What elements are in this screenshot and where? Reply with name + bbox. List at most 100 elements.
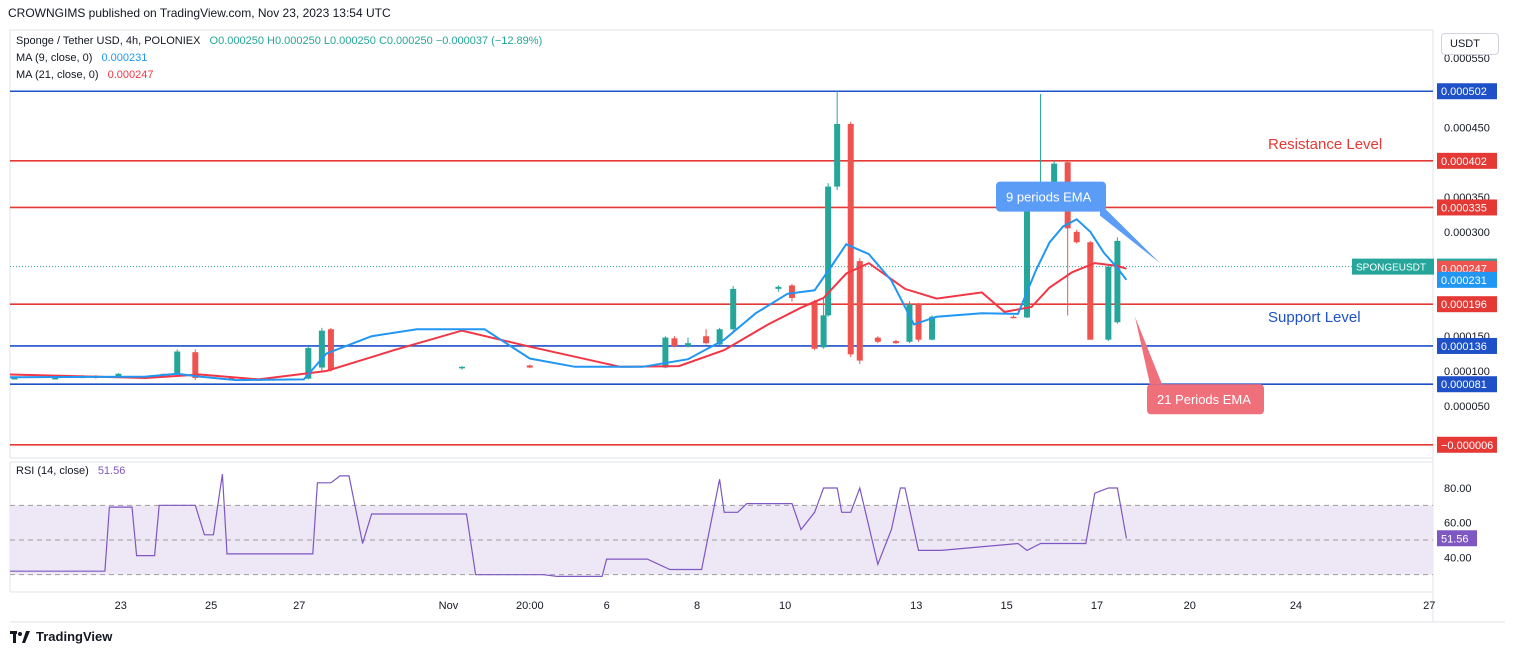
candle	[1010, 315, 1017, 319]
time-tick-label: 20	[1184, 600, 1196, 612]
rsi-legend-value: 51.56	[97, 465, 126, 477]
time-tick-label: 20:00	[516, 600, 544, 612]
level-tag: 0.000196	[1441, 299, 1487, 311]
tradingview-logo[interactable]: TradingView	[10, 629, 112, 644]
price-tick-label: 0.000300	[1444, 227, 1490, 239]
support-label: Support Level	[1268, 309, 1361, 326]
price-tag: 0.000231	[1441, 275, 1487, 287]
time-tick-label: 27	[293, 600, 305, 612]
rsi-pane: 80.00 60.00 40.00 51.56	[10, 474, 1477, 577]
rsi-tick-label: 40.00	[1444, 552, 1472, 564]
candle	[834, 91, 841, 191]
time-tick-label: 25	[205, 600, 217, 612]
candle-body	[1073, 231, 1080, 243]
time-tick-label: 24	[1290, 600, 1302, 612]
ma21-label[interactable]: MA (21, close, 0)	[16, 69, 99, 81]
tradingview-icon	[10, 630, 30, 643]
legend-rsi-row: RSI (14, close) 51.56	[16, 465, 125, 477]
candle-body	[1114, 240, 1121, 323]
symbol-badge-bg	[1352, 258, 1434, 275]
time-tick-label: 8	[694, 600, 700, 612]
candle-body	[192, 352, 199, 378]
level-tag-bg	[1437, 199, 1497, 216]
candle-body	[847, 123, 854, 355]
candle	[892, 339, 899, 344]
candle-body	[929, 316, 936, 340]
ema9-callout: 9 periods EMA	[1006, 190, 1092, 205]
price-tick-label: 0.000550	[1444, 53, 1490, 65]
candle-body	[1024, 208, 1030, 318]
candle-body	[811, 301, 818, 349]
candle	[703, 329, 710, 345]
level-tag-bg	[1437, 152, 1497, 169]
annotations: Resistance Level Support Level 9 periods E…	[996, 136, 1382, 415]
level-tag-bg	[1437, 83, 1497, 100]
candle	[730, 286, 737, 331]
ma9-label[interactable]: MA (9, close, 0)	[16, 52, 93, 64]
publish-header: CROWNGIMS published on TradingView.com, …	[8, 6, 391, 20]
candle-body	[788, 285, 795, 298]
candle	[1114, 237, 1121, 324]
candle-body	[730, 288, 737, 330]
candle-body	[716, 329, 723, 345]
time-tick-label: 15	[1001, 600, 1013, 612]
price-tag-bg	[1437, 271, 1497, 288]
ema9-line	[9, 218, 1128, 382]
candle-body	[820, 315, 827, 348]
time-tick-label: 10	[779, 600, 791, 612]
currency-unit-button[interactable]: USDT	[1441, 33, 1499, 55]
candle	[1105, 265, 1112, 342]
ema21-line	[9, 261, 1127, 381]
level-tag-bg	[1437, 337, 1497, 354]
candle	[811, 300, 818, 351]
rsi-tag-bg	[1437, 530, 1477, 547]
rsi-tick-label: 60.00	[1444, 518, 1472, 530]
candle-body	[906, 304, 913, 342]
ema21-callout-box	[1147, 384, 1264, 415]
candle-body	[459, 366, 465, 369]
candle-body	[11, 377, 18, 380]
tradingview-brand: TradingView	[36, 629, 113, 644]
candle	[685, 337, 691, 348]
candle-body	[1010, 316, 1017, 319]
candle-body	[52, 377, 59, 380]
resistance-label: Resistance Level	[1268, 136, 1382, 153]
candle	[526, 364, 533, 369]
candle	[1073, 229, 1080, 244]
horizontal-levels	[10, 90, 1433, 446]
level-tag: 0.000502	[1441, 86, 1487, 98]
time-tick-label: 17	[1091, 600, 1103, 612]
level-tag: −0.000006	[1441, 440, 1493, 452]
candles	[11, 91, 1121, 381]
candle	[1087, 240, 1094, 340]
ema9-callout-pointer	[1100, 203, 1160, 264]
candle-body	[874, 337, 881, 342]
candle	[174, 349, 181, 375]
time-tick-label: 23	[115, 600, 127, 612]
price-axis: 0.0005500.0004500.0003500.0003000.000150…	[1352, 53, 1497, 453]
ohlc-values: O0.000250 H0.000250 L0.000250 C0.000250 …	[209, 35, 543, 47]
ema9-callout-box	[996, 181, 1106, 212]
level-tag: 0.000136	[1441, 341, 1487, 353]
candle-body	[856, 261, 863, 361]
candle	[856, 258, 863, 365]
symbol-name[interactable]: Sponge / Tether USD, 4h, POLONIEX	[16, 35, 201, 47]
ma9-value: 0.000231	[101, 52, 148, 64]
price-tick-label: 0.000450	[1444, 122, 1490, 134]
candle	[1024, 207, 1030, 319]
candle	[847, 121, 854, 358]
candle	[671, 336, 678, 348]
level-tag-bg	[1437, 376, 1497, 393]
price-tick-label: 0.000050	[1444, 401, 1490, 413]
legend-ma9-row: MA (9, close, 0) 0.000231	[16, 52, 147, 64]
rsi-label[interactable]: RSI (14, close)	[16, 465, 89, 477]
legend-symbol-row: Sponge / Tether USD, 4h, POLONIEX O0.000…	[16, 35, 542, 47]
level-tag-bg	[1437, 296, 1497, 313]
ema21-callout-pointer	[1135, 316, 1162, 385]
candle	[459, 366, 465, 370]
candle	[327, 327, 334, 372]
candle	[929, 315, 936, 341]
candle-body	[327, 329, 334, 370]
ma21-value: 0.000247	[107, 69, 154, 81]
